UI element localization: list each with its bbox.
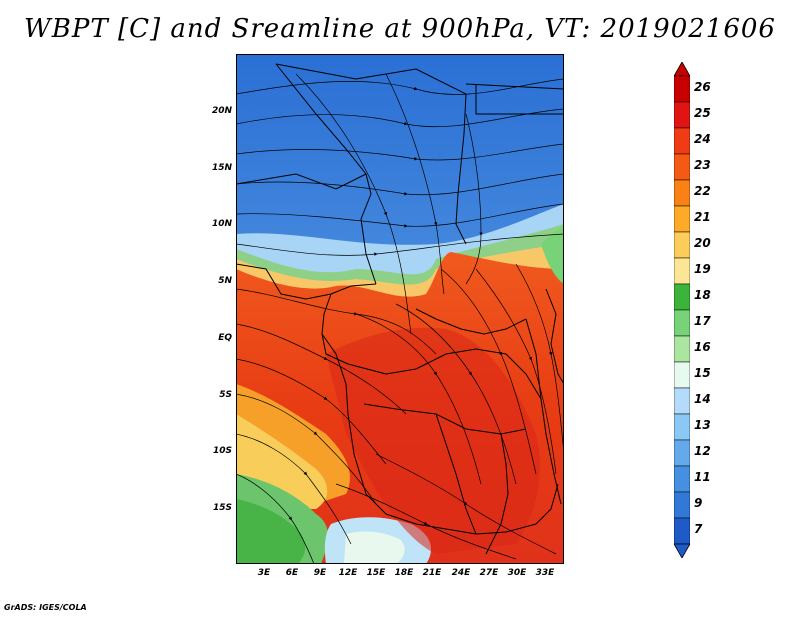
map-title: WBPT [C] and Sreamline at 900hPa, VT: 20… (24, 14, 776, 44)
lon-label-6e: 6E (285, 568, 299, 578)
colorbar-swatch (674, 101, 690, 129)
colorbar-swatch (674, 231, 690, 259)
colorbar-label-14: 14 (694, 392, 711, 406)
colorbar-swatch (674, 465, 690, 493)
colorbar-swatch (674, 309, 690, 337)
colorbar-label-9: 9 (694, 496, 703, 510)
colorbar-label-19: 19 (694, 262, 711, 276)
grads-credit: GrADS: IGES/COLA (4, 603, 87, 612)
colorbar-swatch (674, 127, 690, 155)
lat-label-15s: 15S (212, 503, 232, 513)
colorbar-label-18: 18 (694, 288, 711, 302)
colorbar-swatch (674, 387, 690, 415)
colorbar-label-20: 20 (694, 236, 711, 250)
map-panel (236, 54, 564, 564)
colorbar-label-21: 21 (694, 210, 711, 224)
lat-label-20n: 20N (211, 106, 232, 116)
colorbar-label-22: 22 (694, 184, 711, 198)
lon-label-21e: 21E (422, 568, 442, 578)
colorbar-swatch (674, 335, 690, 363)
colorbar-label-24: 24 (694, 132, 711, 146)
colorbar-swatch (674, 283, 690, 311)
lon-label-30e: 30E (507, 568, 527, 578)
colorbar-label-7: 7 (694, 522, 703, 536)
colorbar-swatch (674, 205, 690, 233)
colorbar-swatch (674, 75, 690, 103)
colorbar-swatch (674, 153, 690, 181)
lat-label-5s: 5S (219, 390, 232, 400)
colorbar (674, 62, 690, 558)
colorbar-swatch (674, 361, 690, 389)
lat-label-10n: 10N (211, 219, 232, 229)
colorbar-label-15: 15 (694, 366, 711, 380)
colorbar-label-12: 12 (694, 444, 711, 458)
lat-label-5n: 5N (218, 276, 232, 286)
lat-label-15n: 15N (211, 163, 232, 173)
colorbar-swatch (674, 517, 690, 545)
lon-label-33e: 33E (535, 568, 555, 578)
colorbar-swatch (674, 439, 690, 467)
colorbar-label-11: 11 (694, 470, 711, 484)
colorbar-label-26: 26 (694, 80, 711, 94)
lon-label-15e: 15E (366, 568, 386, 578)
colorbar-top-arrow (674, 62, 690, 77)
lon-label-12e: 12E (338, 568, 358, 578)
lon-label-24e: 24E (451, 568, 471, 578)
colorbar-label-23: 23 (694, 158, 711, 172)
lon-label-27e: 27E (479, 568, 499, 578)
colorbar-label-16: 16 (694, 340, 711, 354)
colorbar-label-13: 13 (694, 418, 711, 432)
lon-label-3e: 3E (257, 568, 271, 578)
colorbar-label-25: 25 (694, 106, 711, 120)
lon-label-9e: 9E (313, 568, 327, 578)
colorbar-swatch (674, 491, 690, 519)
lon-label-18e: 18E (394, 568, 414, 578)
lat-label-10s: 10S (212, 446, 232, 456)
colorbar-swatch (674, 257, 690, 285)
lat-label-eq: EQ (218, 333, 232, 343)
colorbar-swatch (674, 179, 690, 207)
colorbar-bottom-arrow (674, 543, 690, 558)
colorbar-label-17: 17 (694, 314, 711, 328)
colorbar-swatch (674, 413, 690, 441)
